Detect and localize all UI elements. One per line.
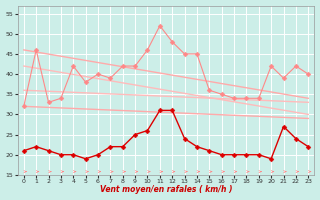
X-axis label: Vent moyen/en rafales ( km/h ): Vent moyen/en rafales ( km/h ) — [100, 185, 232, 194]
